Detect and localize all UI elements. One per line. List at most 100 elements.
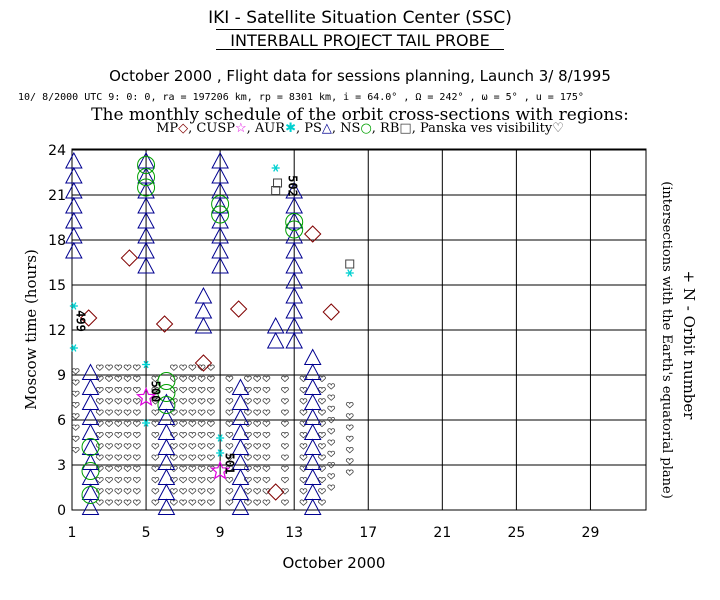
visibility-mark bbox=[244, 465, 252, 473]
ps-triangle bbox=[65, 181, 83, 199]
visibility-mark bbox=[318, 432, 326, 439]
visibility-mark bbox=[225, 477, 234, 484]
ps-triangle bbox=[231, 423, 250, 440]
ps-triangle bbox=[81, 378, 100, 395]
visibility-mark bbox=[105, 409, 113, 416]
visibility-mark bbox=[105, 443, 113, 450]
ps-triangle bbox=[303, 468, 322, 485]
visibility-mark bbox=[170, 420, 178, 428]
ps-triangle bbox=[285, 226, 304, 244]
visibility-mark bbox=[132, 443, 141, 450]
visibility-mark bbox=[170, 499, 178, 506]
visibility-mark bbox=[207, 375, 215, 383]
ns-circle bbox=[137, 156, 156, 174]
ps-triangle bbox=[157, 438, 176, 455]
visibility-mark bbox=[299, 477, 308, 484]
visibility-mark bbox=[281, 499, 289, 506]
y-tick-label: 3 bbox=[57, 458, 66, 474]
mp-diamond bbox=[266, 483, 285, 501]
ps-triangle bbox=[285, 286, 304, 304]
visibility-mark bbox=[318, 409, 326, 416]
schedule-title: The monthly schedule of the orbit cross-… bbox=[91, 105, 629, 125]
ps-triangle bbox=[65, 211, 83, 229]
visibility-mark bbox=[299, 387, 308, 394]
visibility-mark bbox=[132, 375, 141, 383]
visibility-mark bbox=[95, 443, 104, 450]
ps-triangle bbox=[65, 151, 83, 169]
legend-ns-label: , NS bbox=[331, 121, 361, 136]
visibility-mark bbox=[318, 398, 326, 405]
visibility-mark bbox=[132, 398, 141, 405]
visibility-mark bbox=[253, 420, 261, 428]
ns-circle bbox=[81, 438, 100, 456]
ps-triangle bbox=[231, 468, 250, 485]
orbit-number-title: + N - Orbit number bbox=[680, 271, 698, 421]
visibility-mark bbox=[299, 409, 308, 416]
visibility-mark bbox=[123, 454, 132, 461]
ns-circle bbox=[157, 396, 176, 414]
visibility-mark bbox=[253, 477, 261, 484]
visibility-mark bbox=[197, 398, 206, 405]
visibility-mark bbox=[299, 432, 308, 439]
ps-triangle bbox=[231, 498, 250, 515]
visibility-mark bbox=[123, 488, 132, 495]
aur-asterisk bbox=[216, 434, 225, 442]
ps-triangle bbox=[81, 393, 100, 410]
visibility-mark bbox=[95, 409, 104, 416]
visibility-mark bbox=[123, 465, 132, 473]
ns-circle bbox=[211, 195, 230, 213]
visibility-mark bbox=[179, 387, 187, 394]
ps-triangle bbox=[157, 498, 176, 515]
ps-triangle bbox=[81, 438, 100, 455]
visibility-mark bbox=[188, 420, 197, 428]
aur-asterisk bbox=[69, 302, 78, 310]
visibility-mark bbox=[244, 420, 252, 428]
y-tick-label: 18 bbox=[48, 233, 66, 249]
visibility-mark bbox=[105, 420, 113, 428]
ps-triangle bbox=[137, 181, 155, 199]
mp-diamond bbox=[194, 354, 213, 372]
ns-circle bbox=[157, 384, 176, 402]
visibility-mark bbox=[188, 488, 197, 495]
visibility-mark bbox=[132, 364, 141, 371]
visibility-mark bbox=[132, 387, 141, 394]
visibility-mark bbox=[327, 405, 336, 413]
flight-data-subtitle: October 2000 , Flight data for sessions … bbox=[109, 67, 611, 85]
ns-circle bbox=[211, 205, 230, 224]
ps-triangle bbox=[231, 438, 250, 455]
ps-triangle bbox=[211, 256, 229, 274]
visibility-mark bbox=[318, 488, 326, 495]
visibility-mark bbox=[132, 465, 141, 473]
legend-mp-icon: ◇ bbox=[178, 121, 189, 136]
visibility-mark bbox=[253, 398, 261, 405]
visibility-mark bbox=[225, 443, 234, 450]
visibility-mark bbox=[188, 443, 197, 450]
visibility-mark bbox=[179, 454, 187, 461]
visibility-mark bbox=[225, 398, 234, 405]
visibility-mark bbox=[299, 465, 308, 473]
visibility-mark bbox=[123, 364, 132, 371]
visibility-mark bbox=[114, 432, 123, 439]
ps-triangle bbox=[285, 241, 304, 259]
visibility-mark bbox=[95, 375, 104, 383]
ps-triangle bbox=[303, 348, 322, 365]
visibility-mark bbox=[95, 488, 104, 495]
visibility-mark bbox=[327, 383, 336, 390]
legend-cusp-icon: ☆ bbox=[235, 121, 247, 136]
visibility-mark bbox=[207, 443, 215, 450]
visibility-mark bbox=[197, 488, 206, 495]
mp-diamond bbox=[229, 300, 248, 318]
visibility-mark bbox=[244, 499, 252, 506]
visibility-mark bbox=[318, 375, 326, 383]
visibility-mark bbox=[244, 432, 252, 439]
visibility-mark bbox=[253, 454, 261, 461]
legend-rb-label: , RB bbox=[371, 121, 400, 136]
visibility-mark bbox=[244, 443, 252, 450]
visibility-mark bbox=[207, 454, 215, 461]
visibility-mark bbox=[188, 364, 197, 371]
visibility-mark bbox=[197, 432, 206, 439]
visibility-mark bbox=[345, 402, 354, 409]
visibility-mark bbox=[95, 364, 104, 371]
ps-triangle bbox=[211, 241, 229, 259]
visibility-mark bbox=[253, 465, 261, 473]
